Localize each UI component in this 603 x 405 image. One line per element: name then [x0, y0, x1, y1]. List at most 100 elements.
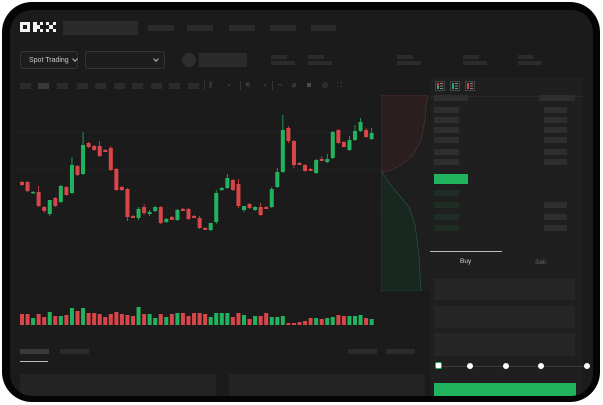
order-book-amount[interactable] — [544, 225, 567, 231]
chevron-down-icon[interactable]: ⌄ — [262, 81, 268, 88]
order-book-price[interactable] — [434, 149, 459, 155]
stat-value — [271, 61, 295, 65]
nav-item[interactable] — [229, 25, 255, 31]
timeframe-button[interactable] — [151, 83, 162, 89]
line-tool-icon[interactable]: ∼ — [277, 82, 283, 89]
timeframe-button[interactable] — [77, 83, 88, 89]
order-book-price[interactable] — [434, 117, 459, 123]
timeframe-button[interactable] — [57, 83, 68, 89]
nav-item[interactable] — [311, 25, 336, 31]
active-tab-underline — [430, 251, 502, 252]
camera-icon[interactable]: ◙ — [307, 82, 312, 89]
volume-bar — [64, 315, 69, 325]
volume-bar — [347, 316, 352, 325]
slider-mark-25[interactable] — [467, 363, 473, 369]
slider-mark-100[interactable] — [584, 363, 590, 369]
candle-body — [119, 187, 124, 190]
volume-bar — [69, 308, 74, 325]
indicator-icon[interactable]: ⚟ — [245, 82, 252, 89]
candle-body — [92, 146, 97, 150]
buy-button[interactable] — [434, 383, 576, 396]
order-book-amount[interactable] — [539, 95, 575, 101]
candle-body — [53, 198, 58, 206]
order-book-price[interactable] — [434, 225, 459, 231]
order-book-amount[interactable] — [544, 107, 567, 113]
candle-body — [214, 193, 219, 222]
order-book-price[interactable] — [434, 202, 459, 208]
asks-only-icon[interactable] — [465, 81, 475, 91]
order-book-price[interactable] — [434, 95, 468, 101]
candle-body — [175, 210, 180, 220]
timeframe-button[interactable] — [132, 83, 143, 89]
order-book-price[interactable] — [434, 137, 459, 143]
bids-only-icon[interactable] — [450, 81, 460, 91]
order-book-amount[interactable] — [544, 117, 567, 123]
candle-body — [208, 223, 213, 230]
tab-sell[interactable]: Sell — [535, 259, 546, 266]
settings-icon[interactable]: ◎ — [322, 82, 329, 89]
volume-bar — [47, 312, 52, 325]
order-book-view-toggles[interactable] — [435, 81, 480, 92]
slider-handle[interactable] — [435, 362, 442, 369]
order-book-price[interactable] — [434, 159, 459, 165]
tab-open-orders[interactable] — [20, 349, 49, 354]
volume-bar — [225, 313, 230, 325]
nav-item[interactable] — [270, 25, 296, 31]
nav-item[interactable] — [148, 25, 174, 31]
order-book-price[interactable] — [434, 127, 459, 133]
active-tab-underline — [20, 361, 48, 362]
volume-bar — [136, 307, 141, 325]
volume-bar — [86, 313, 91, 325]
slider-mark-75[interactable] — [538, 363, 544, 369]
candle-body — [347, 140, 352, 150]
search-bar[interactable] — [63, 21, 138, 35]
divider — [272, 81, 273, 90]
both-sides-icon[interactable] — [435, 81, 445, 91]
candle-body — [169, 217, 174, 220]
price-input[interactable] — [434, 279, 575, 300]
order-book-amount[interactable] — [544, 127, 567, 133]
candle-body — [236, 184, 241, 206]
order-book-price[interactable] — [434, 214, 459, 220]
candle-type-icon[interactable]: ⫼ — [209, 82, 213, 89]
last-price-badge[interactable] — [434, 174, 468, 184]
candlestick-chart[interactable] — [10, 95, 430, 340]
amount-input[interactable] — [434, 306, 575, 328]
fullscreen-icon[interactable]: ⛶ — [337, 82, 342, 89]
candle-body — [286, 128, 291, 141]
volume-bar — [180, 313, 185, 325]
chevron-down-icon[interactable]: ⌄ — [226, 81, 232, 88]
order-book-amount[interactable] — [544, 149, 567, 155]
okx-logo[interactable] — [20, 22, 58, 34]
volume-bar — [208, 317, 213, 325]
filter-button[interactable] — [386, 349, 415, 354]
order-book-amount[interactable] — [544, 159, 567, 165]
tab-order-history[interactable] — [60, 349, 89, 354]
timeframe-button[interactable] — [169, 83, 180, 89]
filter-button[interactable] — [348, 349, 377, 354]
pair-dropdown[interactable] — [85, 51, 165, 69]
stat-label — [308, 55, 324, 59]
order-book-amount[interactable] — [544, 214, 567, 220]
volume-bar — [336, 315, 341, 325]
order-book-price[interactable] — [434, 190, 459, 196]
orders-card — [229, 374, 425, 396]
timeframe-button[interactable] — [114, 83, 125, 89]
ruler-icon[interactable]: ⌀ — [292, 82, 297, 89]
slider-mark-50[interactable] — [503, 363, 509, 369]
candle-body — [280, 130, 285, 172]
timeframe-button[interactable] — [188, 83, 199, 89]
timeframe-button[interactable] — [38, 83, 49, 89]
market-type-dropdown[interactable]: Spot Trading — [20, 51, 78, 69]
order-book-amount[interactable] — [544, 137, 567, 143]
total-input[interactable] — [434, 333, 575, 356]
nav-item[interactable] — [187, 25, 213, 31]
slider-track[interactable] — [439, 366, 589, 367]
stat-label — [463, 55, 479, 59]
order-book-amount[interactable] — [544, 202, 567, 208]
volume-bar — [353, 316, 357, 325]
order-book-price[interactable] — [434, 107, 459, 113]
timeframe-button[interactable] — [20, 83, 31, 89]
timeframe-button[interactable] — [95, 83, 106, 89]
tab-buy[interactable]: Buy — [460, 258, 472, 265]
